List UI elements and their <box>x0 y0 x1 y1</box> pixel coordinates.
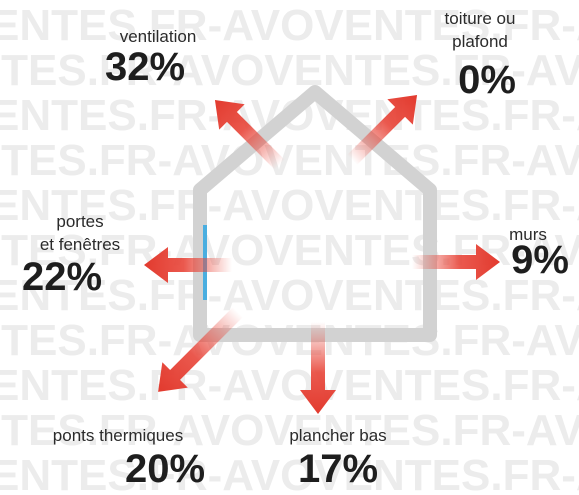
loss-value: 22% <box>22 255 102 299</box>
loss-label: ventilation <box>120 27 197 46</box>
watermark-text: ENTES.FR-AVOVENTES.FR-AVOVENTES.FR-AV <box>0 136 579 185</box>
loss-value: 20% <box>125 447 205 491</box>
loss-value: 17% <box>298 447 378 491</box>
loss-label: plancher bas <box>289 426 386 445</box>
loss-label: toiture ou <box>445 9 516 28</box>
loss-label: plafond <box>452 32 508 51</box>
heat-loss-diagram: ENTES.FR-AVOVENTES.FR-AVOVENTES.FR-AV ENT… <box>0 0 579 495</box>
loss-value: 32% <box>105 45 185 89</box>
loss-label: portes <box>56 212 103 231</box>
loss-label: ponts thermiques <box>53 426 183 445</box>
loss-label: et fenêtres <box>40 235 120 254</box>
watermark-text: ENTES.FR-AVOVENTES.FR-AVOVENTES.FR-AV <box>0 451 579 495</box>
loss-value: 0% <box>458 58 516 102</box>
loss-value: 9% <box>511 238 569 282</box>
watermark-text: ENTES.FR-AVOVENTES.FR-AVOVENTES.FR-AV <box>0 361 579 410</box>
